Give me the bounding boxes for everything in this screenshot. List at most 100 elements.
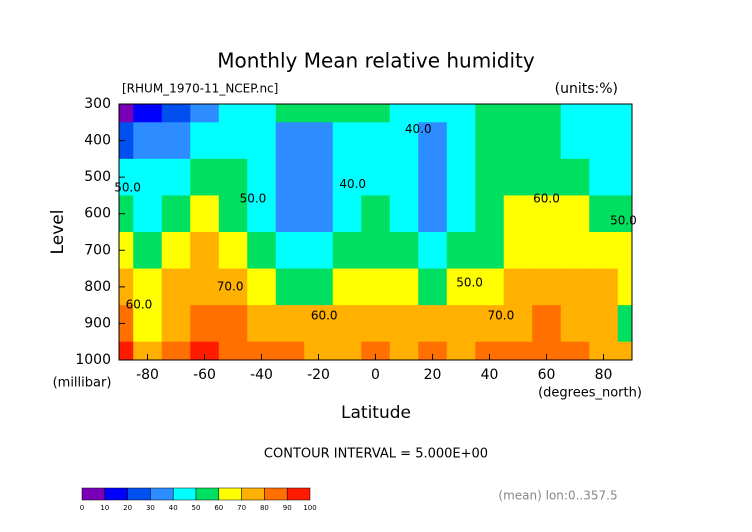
contour-cell — [389, 232, 419, 270]
y-tick-label: 400 — [84, 133, 111, 149]
contour-cell — [190, 232, 220, 270]
contour-cell — [218, 341, 248, 360]
contour-cell — [617, 158, 632, 196]
colorbar-swatch — [104, 487, 128, 501]
contour-cell — [389, 158, 419, 196]
colorbar-swatch — [172, 487, 197, 501]
contour-cell — [190, 195, 220, 233]
contour-cell — [475, 268, 505, 306]
y-tick-label: 500 — [84, 169, 111, 185]
contour-label: 70.0 — [217, 279, 244, 293]
contour-cell — [617, 341, 632, 360]
contour-label: 40.0 — [339, 177, 366, 191]
contour-cell — [161, 232, 191, 270]
x-tick-label: 40 — [481, 367, 499, 383]
contour-cell — [503, 305, 533, 343]
contour-cell — [133, 305, 163, 343]
contour-cell — [617, 305, 632, 343]
contour-cell — [532, 195, 562, 233]
chart-title: Monthly Mean relative humidity — [217, 49, 535, 73]
colorbar-swatch — [150, 487, 174, 501]
contour-cell — [361, 122, 391, 160]
contour-cell — [133, 232, 163, 270]
contour-cell — [119, 122, 134, 160]
colorbar-label: 40 — [169, 504, 178, 512]
contour-cell — [389, 104, 419, 123]
y-tick-label: 900 — [84, 315, 111, 331]
contour-cell — [560, 122, 590, 160]
contour-cell — [218, 305, 248, 343]
contour-cell — [589, 122, 619, 160]
contour-cell — [304, 104, 334, 123]
contour-cell — [560, 195, 590, 233]
note: (mean) lon:0..357.5 — [498, 489, 617, 503]
contour-cell — [361, 104, 391, 123]
contour-cell — [361, 232, 391, 270]
contour-cell — [446, 158, 476, 196]
y-tick-label: 800 — [84, 279, 111, 295]
colorbar-label: 50 — [192, 504, 201, 512]
contour-cell — [161, 195, 191, 233]
contour-cell — [475, 232, 505, 270]
contour-label: 70.0 — [488, 309, 515, 323]
contour-cell — [247, 122, 277, 160]
contour-cell — [617, 195, 632, 233]
colorbar-swatch — [218, 487, 242, 501]
contour-cell — [446, 341, 476, 360]
x-tick-label: -60 — [193, 367, 216, 383]
colorbar-label: 60 — [214, 504, 223, 512]
contour-cell — [475, 341, 505, 360]
y-tick-label: 700 — [84, 242, 111, 258]
contour-cell — [617, 104, 632, 123]
subtitle: [RHUM_1970-11_NCEP.nc] — [122, 82, 278, 96]
colorbar-label: 100 — [303, 504, 316, 512]
contour-cell — [446, 195, 476, 233]
contour-cell — [589, 268, 619, 306]
contour-cell — [389, 268, 419, 306]
contour-cell — [503, 232, 533, 270]
contour-cell — [275, 122, 305, 160]
contour-cell — [332, 122, 362, 160]
x-tick-label: -40 — [250, 367, 273, 383]
contour-cell — [275, 158, 305, 196]
contour-cell — [332, 305, 362, 343]
contour-cell — [503, 195, 533, 233]
colorbar-swatch — [195, 487, 220, 501]
contour-cell — [389, 305, 419, 343]
colorbar-swatch — [264, 487, 288, 501]
contour-cell — [589, 104, 619, 123]
contour-cell — [589, 195, 619, 233]
y-tick-label: 300 — [84, 96, 111, 112]
contour-cell — [161, 268, 191, 306]
contour-cell — [389, 195, 419, 233]
contour-cell — [446, 268, 476, 306]
contour-cell — [560, 305, 590, 343]
colorbar-swatch — [241, 487, 265, 501]
y-axis-units: (millibar) — [53, 376, 112, 391]
contour-cell — [161, 104, 191, 123]
contour-cell — [247, 305, 277, 343]
contour-cell — [532, 104, 562, 123]
contour-cell — [418, 232, 448, 270]
contour-cell — [119, 158, 134, 196]
x-tick-label: -20 — [307, 367, 330, 383]
contour-cell — [332, 104, 362, 123]
contour-cell — [247, 195, 277, 233]
contour-cell — [589, 158, 619, 196]
colorbar-swatch — [81, 487, 106, 501]
contour-cell — [532, 305, 562, 343]
contour-cell — [190, 122, 220, 160]
contour-cell — [247, 268, 277, 306]
contour-cell — [218, 232, 248, 270]
contour-cell — [418, 104, 448, 123]
contour-cell — [275, 104, 305, 123]
contour-cell — [332, 341, 362, 360]
contour-cell — [589, 232, 619, 270]
contour-cell — [532, 232, 562, 270]
colorbar-label: 70 — [237, 504, 246, 512]
y-axis-label: Level — [48, 210, 68, 255]
contour-cell — [589, 341, 619, 360]
contour-cell — [161, 305, 191, 343]
contour-cell — [133, 341, 163, 360]
